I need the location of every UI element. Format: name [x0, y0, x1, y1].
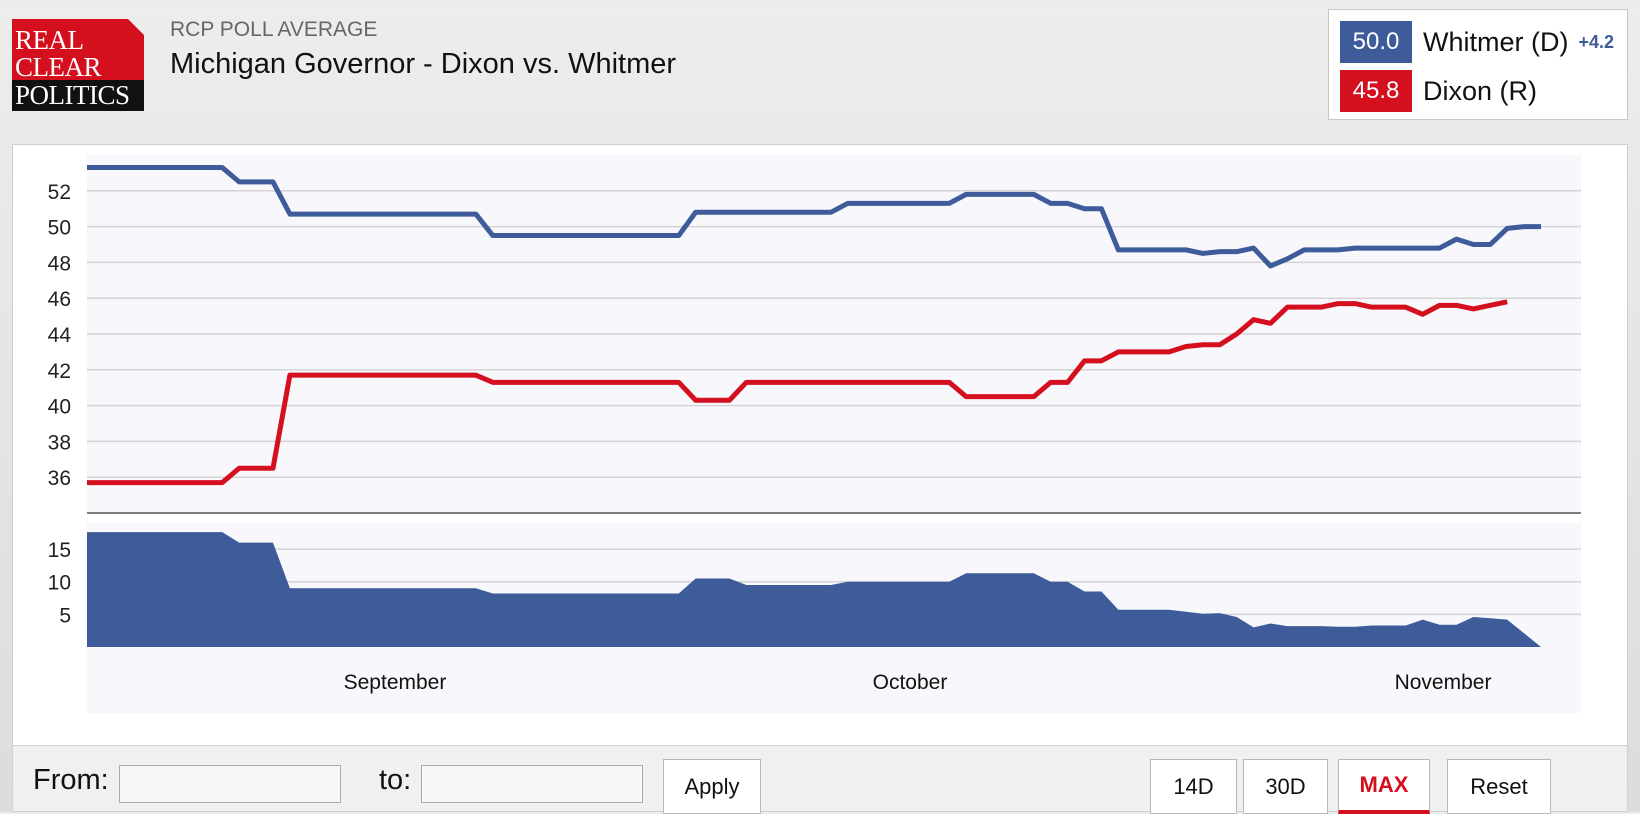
from-date-input[interactable]	[119, 765, 341, 803]
legend: 50.0 Whitmer (D) +4.2 45.8 Dixon (R)	[1328, 9, 1628, 120]
spread-area	[87, 532, 1541, 647]
legend-name-dixon: Dixon (R)	[1423, 75, 1538, 106]
to-label: to:	[379, 764, 412, 796]
legend-entry-whitmer: 50.0 Whitmer (D) +4.2	[1340, 21, 1614, 63]
chart-title: Michigan Governor - Dixon vs. Whitmer	[170, 48, 677, 80]
range-14d-button[interactable]: 14D	[1150, 759, 1237, 814]
spread-y-tick-label: 10	[48, 572, 71, 595]
rcp-logo[interactable]: REAL CLEAR POLITICS	[12, 19, 144, 111]
range-30d-button[interactable]: 30D	[1243, 759, 1328, 814]
chart-panel[interactable]: 36 38 40 42 44 46 48 50 52 5 10 15 September October N…	[12, 144, 1628, 749]
legend-entry-dixon: 45.8 Dixon (R)	[1340, 70, 1537, 112]
spread-y-tick-label: 15	[48, 539, 71, 562]
main-y-tick-label: 50	[48, 217, 71, 240]
legend-spread: +4.2	[1578, 31, 1615, 52]
date-range-controls: From: to: Apply 14D 30D MAX Reset	[12, 745, 1628, 814]
reset-button[interactable]: Reset	[1447, 759, 1551, 814]
logo-corner	[128, 19, 144, 35]
main-y-tick-label: 40	[48, 396, 71, 419]
dixon-line	[87, 299, 1508, 486]
main-y-tick-label: 42	[48, 360, 71, 383]
from-label: From:	[33, 764, 109, 796]
main-y-tick-label: 52	[48, 181, 71, 204]
range-max-button[interactable]: MAX	[1338, 759, 1430, 814]
whitmer-line	[87, 165, 1541, 269]
poll-chart[interactable]: 36 38 40 42 44 46 48 50 52 5 10 15 September October N…	[13, 145, 1629, 750]
x-tick-label: September	[344, 671, 447, 694]
to-date-input[interactable]	[421, 765, 643, 803]
main-y-tick-label: 36	[48, 467, 71, 490]
logo-line-clear: CLEAR	[15, 52, 102, 82]
legend-value-whitmer: 50.0	[1340, 21, 1412, 63]
x-tick-label: November	[1395, 671, 1492, 694]
logo-line-real: REAL	[15, 25, 84, 55]
main-y-tick-label: 46	[48, 288, 71, 311]
main-y-tick-label: 38	[48, 431, 71, 454]
main-y-tick-label: 44	[48, 324, 72, 347]
spread-y-tick-label: 5	[59, 604, 71, 627]
legend-name-whitmer: Whitmer (D)	[1423, 26, 1569, 57]
main-y-tick-label: 48	[48, 252, 71, 275]
chart-supertitle: RCP POLL AVERAGE	[170, 18, 378, 41]
logo-line-politics: POLITICS	[12, 80, 144, 111]
legend-value-dixon: 45.8	[1340, 70, 1412, 112]
x-tick-label: October	[873, 671, 948, 694]
apply-button[interactable]: Apply	[663, 759, 761, 814]
